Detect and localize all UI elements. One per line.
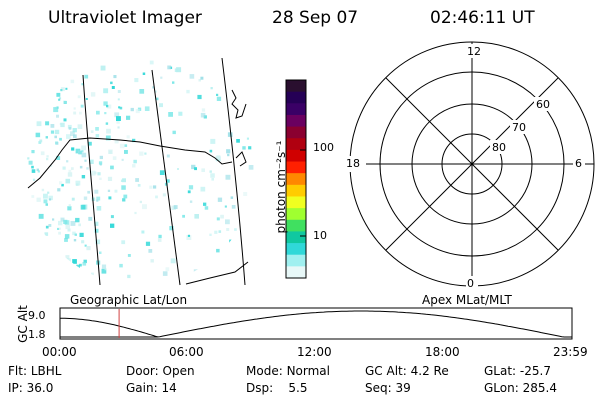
meridian-line (82, 74, 101, 286)
status-door: Door: Open (126, 364, 195, 378)
mlt-label-0: 0 (467, 277, 474, 290)
x-tick-1800: 18:00 (425, 345, 460, 359)
instrument-title: Ultraviolet Imager (48, 8, 202, 28)
mlt-label-18: 18 (346, 157, 360, 170)
date-label: 28 Sep 07 (272, 8, 359, 28)
status-gain: Gain: 14 (126, 381, 177, 395)
x-tick-0600: 06:00 (169, 345, 204, 359)
alt-tick-9: 9.0 (28, 309, 46, 322)
meridian-line (221, 57, 246, 286)
altitude-curve (60, 310, 572, 338)
colorbar-tick-10: 10 (313, 229, 327, 242)
status-glat: GLat: -25.7 (484, 364, 551, 378)
status-seq: Seq: 39 (365, 381, 411, 395)
status-flt: Flt: LBHL (8, 364, 62, 378)
mlt-label-12: 12 (467, 45, 481, 58)
x-tick-2359: 23:59 (553, 345, 588, 359)
colorbar-tick-100: 100 (313, 141, 334, 154)
time-label: 02:46:11 UT (430, 8, 535, 28)
status-dsp: Dsp: 5.5 (246, 381, 308, 395)
status-mode: Mode: Normal (246, 364, 330, 378)
status-gc-alt: GC Alt: 4.2 Re (365, 364, 449, 378)
meridian-line (151, 69, 181, 286)
alt-axis-label: GC Alt (16, 305, 30, 343)
coastline (185, 261, 249, 285)
mlat-label-80: 80 (492, 141, 506, 154)
coastline (231, 89, 247, 119)
coastline (27, 137, 233, 189)
status-glon: GLon: 285.4 (484, 381, 557, 395)
apex-label: Apex MLat/MLT (422, 293, 512, 307)
mlat-label-70: 70 (512, 121, 526, 134)
x-tick-1200: 12:00 (297, 345, 332, 359)
coastline (235, 151, 247, 167)
x-tick-0000: 00:00 (42, 345, 77, 359)
mlt-label-6: 6 (575, 157, 582, 170)
geographic-label: Geographic Lat/Lon (70, 293, 188, 307)
mlat-label-60: 60 (536, 98, 550, 111)
status-ip: IP: 36.0 (8, 381, 54, 395)
alt-tick-1-8: 1.8 (28, 328, 46, 341)
